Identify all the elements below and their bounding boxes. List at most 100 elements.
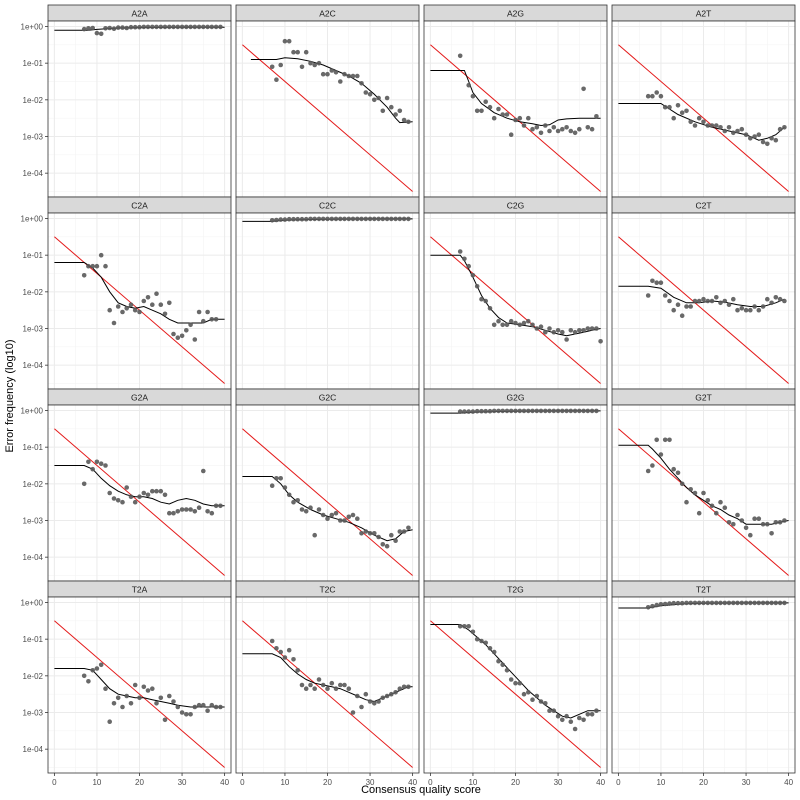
- plot-marks: [54, 24, 225, 37]
- y-tick-label: 1e+00: [21, 23, 44, 32]
- observed-point: [188, 322, 193, 328]
- observed-point: [709, 298, 715, 304]
- observed-point: [483, 640, 489, 646]
- observed-point: [457, 624, 463, 629]
- observed-point: [470, 409, 476, 414]
- x-tick-label: 40: [220, 778, 229, 787]
- observed-point: [320, 71, 326, 77]
- observed-point: [303, 49, 309, 55]
- observed-point: [735, 600, 740, 606]
- observed-point: [714, 600, 719, 606]
- plot-marks: [618, 428, 789, 576]
- observed-point: [671, 307, 676, 313]
- facet-panel-t2c: T2C 0 10 20 30 40: [235, 580, 420, 787]
- observed-point: [513, 680, 518, 686]
- observed-point: [457, 53, 463, 59]
- observed-point: [560, 408, 565, 414]
- y-tick-label: 1e-02: [23, 672, 44, 681]
- observed-point: [572, 726, 578, 732]
- observed-point: [658, 452, 664, 457]
- x-tick-label: 0: [428, 778, 433, 787]
- observed-point: [466, 263, 472, 269]
- plot-marks: [430, 408, 601, 414]
- observed-point: [312, 532, 318, 538]
- observed-point: [504, 408, 510, 414]
- observed-point: [551, 408, 557, 414]
- observed-point: [350, 216, 356, 222]
- observed-point: [94, 30, 100, 36]
- observed-point: [132, 24, 138, 30]
- observed-point: [538, 324, 544, 330]
- observed-point: [150, 24, 155, 30]
- observed-point: [777, 296, 783, 302]
- observed-point: [526, 690, 531, 695]
- facet-strip-label: T2A: [132, 585, 148, 595]
- observed-point: [192, 24, 198, 30]
- observed-point: [107, 307, 112, 313]
- observed-point: [479, 108, 484, 114]
- observed-point: [684, 108, 689, 114]
- observed-point: [722, 505, 728, 511]
- observed-point: [508, 677, 514, 682]
- observed-point: [111, 320, 117, 326]
- observed-point: [295, 216, 301, 222]
- observed-point: [291, 657, 296, 662]
- observed-point: [692, 490, 698, 496]
- observed-point: [103, 263, 108, 269]
- observed-point: [201, 24, 206, 30]
- observed-point: [577, 715, 582, 721]
- observed-point: [338, 79, 343, 84]
- y-tick-label: 1e-03: [23, 133, 44, 142]
- facet-panel-a2g: A2G: [423, 4, 608, 198]
- observed-point: [543, 123, 548, 128]
- observed-point: [731, 296, 736, 302]
- observed-point: [175, 509, 181, 514]
- observed-point: [150, 488, 155, 494]
- observed-point: [701, 119, 706, 125]
- observed-point: [218, 704, 223, 710]
- observed-point: [269, 483, 275, 489]
- observed-point: [581, 717, 586, 723]
- observed-point: [380, 108, 386, 114]
- observed-point: [145, 688, 151, 693]
- observed-point: [701, 600, 706, 606]
- observed-point: [376, 216, 381, 222]
- observed-point: [470, 273, 476, 278]
- x-tick-label: 10: [656, 778, 665, 787]
- observed-point: [543, 329, 548, 335]
- observed-point: [508, 132, 514, 137]
- observed-point: [342, 518, 347, 523]
- observed-point: [201, 318, 206, 324]
- observed-point: [756, 307, 762, 313]
- observed-point: [521, 320, 527, 326]
- observed-point: [389, 532, 394, 538]
- facet-strip-label: T2G: [507, 585, 524, 595]
- observed-point: [120, 704, 125, 710]
- observed-point: [765, 141, 770, 147]
- observed-point: [278, 649, 284, 655]
- nominal-error-line: [430, 236, 601, 384]
- observed-point: [333, 70, 339, 75]
- observed-point: [274, 217, 279, 223]
- observed-point: [692, 600, 698, 606]
- observed-point: [739, 600, 745, 606]
- y-tick-label: 1e-02: [23, 480, 44, 489]
- observed-point: [513, 320, 518, 326]
- facet-strip-label: T2T: [696, 585, 711, 595]
- observed-point: [722, 298, 728, 304]
- plot-marks: [242, 38, 413, 192]
- observed-point: [397, 108, 403, 114]
- observed-point: [555, 408, 561, 414]
- observed-point: [325, 686, 330, 691]
- observed-point: [684, 600, 689, 606]
- observed-point: [555, 128, 561, 134]
- observed-point: [474, 108, 480, 114]
- observed-point: [645, 468, 651, 474]
- observed-point: [650, 278, 655, 284]
- observed-point: [209, 317, 215, 322]
- observed-point: [538, 130, 544, 136]
- observed-point: [162, 492, 168, 498]
- observed-point: [735, 512, 740, 518]
- facet-panel-g2t: G2T: [611, 388, 796, 582]
- observed-point: [585, 408, 591, 414]
